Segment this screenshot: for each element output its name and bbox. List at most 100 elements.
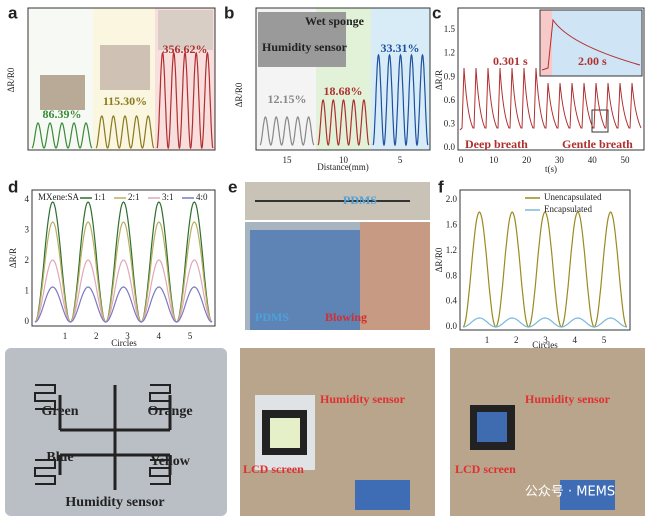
curve bbox=[156, 51, 214, 150]
annotation: 115.30% bbox=[103, 94, 147, 108]
axes bbox=[459, 189, 631, 331]
y-tick-label: 0.0 bbox=[444, 142, 456, 152]
curve bbox=[34, 259, 213, 323]
photo bbox=[40, 75, 85, 110]
y-label: ΔR/R0 bbox=[234, 82, 244, 107]
panel-a: a ΔR/R0 86.39% 115.30% 356.62% bbox=[6, 3, 216, 151]
x-tick-label: 3 bbox=[543, 335, 548, 345]
y-tick-label: 1.5 bbox=[444, 24, 456, 34]
y-label: ΔR/R bbox=[434, 70, 444, 90]
region bbox=[552, 10, 642, 76]
panel-e: e PDMS PDMS Blowing bbox=[228, 177, 430, 330]
panel-label: e bbox=[228, 177, 237, 196]
y-tick-label: 1 bbox=[25, 286, 30, 296]
annotation: PDMS bbox=[255, 310, 289, 324]
inset bbox=[539, 9, 643, 77]
x-label: t(s) bbox=[545, 164, 557, 174]
legend-label: Encapsulated bbox=[544, 204, 592, 214]
panel-b: b ΔR/R0 Wet sponge Humidity sensor 12.15… bbox=[224, 3, 431, 172]
annotation: Deep breath bbox=[465, 137, 528, 151]
electrodes bbox=[34, 384, 171, 485]
x-tick-label: 5 bbox=[188, 331, 193, 341]
sensor-label: Blue bbox=[46, 450, 73, 465]
curve bbox=[459, 67, 642, 131]
annotation: PDMS bbox=[343, 193, 377, 207]
panel-label: f bbox=[438, 177, 444, 196]
y-tick-label: 0.9 bbox=[444, 71, 456, 81]
panel-label: c bbox=[432, 3, 441, 22]
x-tick-label: 2 bbox=[514, 335, 519, 345]
x-tick-label: 5 bbox=[398, 155, 403, 165]
sensor-label: Green bbox=[41, 404, 78, 419]
legend-label: Unencapsulated bbox=[544, 192, 602, 202]
photo-label: LCD screen bbox=[243, 462, 304, 476]
x-tick-label: 4 bbox=[573, 335, 578, 345]
y-tick-label: 0.0 bbox=[446, 321, 458, 331]
axes bbox=[457, 7, 645, 151]
annotation: Blowing bbox=[325, 310, 367, 324]
annotation: 86.39% bbox=[43, 107, 82, 121]
axes bbox=[31, 189, 216, 327]
annotation: Humidity sensor bbox=[262, 40, 348, 54]
lcd-screen bbox=[270, 418, 300, 448]
curve bbox=[34, 286, 213, 323]
sensor-label: Yellow bbox=[150, 454, 191, 469]
x-tick-label: 20 bbox=[522, 155, 532, 165]
sensor-photo: Green Orange Blue Yellow Humidity sensor bbox=[5, 348, 227, 516]
face bbox=[360, 222, 430, 330]
y-label: ΔR/R0 bbox=[434, 247, 444, 272]
watermark: 公众号 · MEMS bbox=[525, 485, 615, 500]
traces bbox=[58, 385, 172, 490]
curve bbox=[31, 122, 93, 149]
y-label: ΔR/R bbox=[8, 248, 18, 268]
y-tick-label: 4 bbox=[25, 194, 30, 204]
legend-label: 3:1 bbox=[162, 192, 174, 202]
axes bbox=[27, 7, 216, 151]
lcd-screen bbox=[477, 412, 507, 442]
curve bbox=[372, 53, 429, 147]
x-tick-label: 3 bbox=[125, 331, 130, 341]
photo-2: Humidity sensor LCD screen 公众号 · MEMS bbox=[450, 348, 645, 516]
x-tick-label: 15 bbox=[283, 155, 293, 165]
glove bbox=[250, 230, 360, 330]
x-tick-label: 40 bbox=[588, 155, 598, 165]
y-tick-label: 3 bbox=[25, 225, 30, 235]
annotation: Gentle breath bbox=[562, 137, 633, 151]
x-tick-label: 1 bbox=[485, 335, 490, 345]
annotation: 0.301 s bbox=[493, 54, 528, 68]
photo-label: Humidity sensor bbox=[525, 392, 611, 406]
x-label: Circles bbox=[532, 340, 558, 350]
photo-1: Humidity sensor LCD screen bbox=[240, 348, 435, 516]
panel-label: d bbox=[8, 177, 18, 196]
sponge bbox=[355, 480, 410, 510]
annotation: 18.68% bbox=[324, 84, 363, 98]
x-tick-label: 30 bbox=[555, 155, 565, 165]
photo bbox=[100, 45, 150, 90]
y-tick-label: 0.6 bbox=[444, 95, 456, 105]
x-tick-label: 4 bbox=[157, 331, 162, 341]
y-tick-label: 2 bbox=[25, 255, 30, 265]
annotation: 12.15% bbox=[268, 92, 307, 106]
y-tick-label: 1.6 bbox=[446, 219, 458, 229]
legend-label: 1:1 bbox=[94, 192, 106, 202]
panel-d: d ΔR/R Circles MXene:SA bbox=[8, 177, 216, 348]
curve bbox=[462, 211, 628, 328]
sponge bbox=[560, 480, 615, 510]
x-tick-label: 10 bbox=[339, 155, 349, 165]
photo bbox=[258, 12, 346, 67]
photo bbox=[158, 10, 213, 50]
curve bbox=[462, 317, 628, 328]
legend-label: 2:1 bbox=[128, 192, 140, 202]
y-tick-label: 1.2 bbox=[444, 48, 455, 58]
x-tick-label: 50 bbox=[621, 155, 631, 165]
x-tick-label: 5 bbox=[602, 335, 607, 345]
x-label: Distance(mm) bbox=[317, 162, 368, 172]
legend-title: MXene:SA bbox=[38, 192, 79, 202]
y-tick-label: 0 bbox=[25, 316, 30, 326]
y-tick-label: 1.2 bbox=[446, 245, 457, 255]
x-label: Circles bbox=[111, 338, 137, 348]
annotation: Wet sponge bbox=[305, 14, 365, 28]
photo-label: Humidity sensor bbox=[320, 392, 406, 406]
x-tick-label: 0 bbox=[459, 155, 464, 165]
